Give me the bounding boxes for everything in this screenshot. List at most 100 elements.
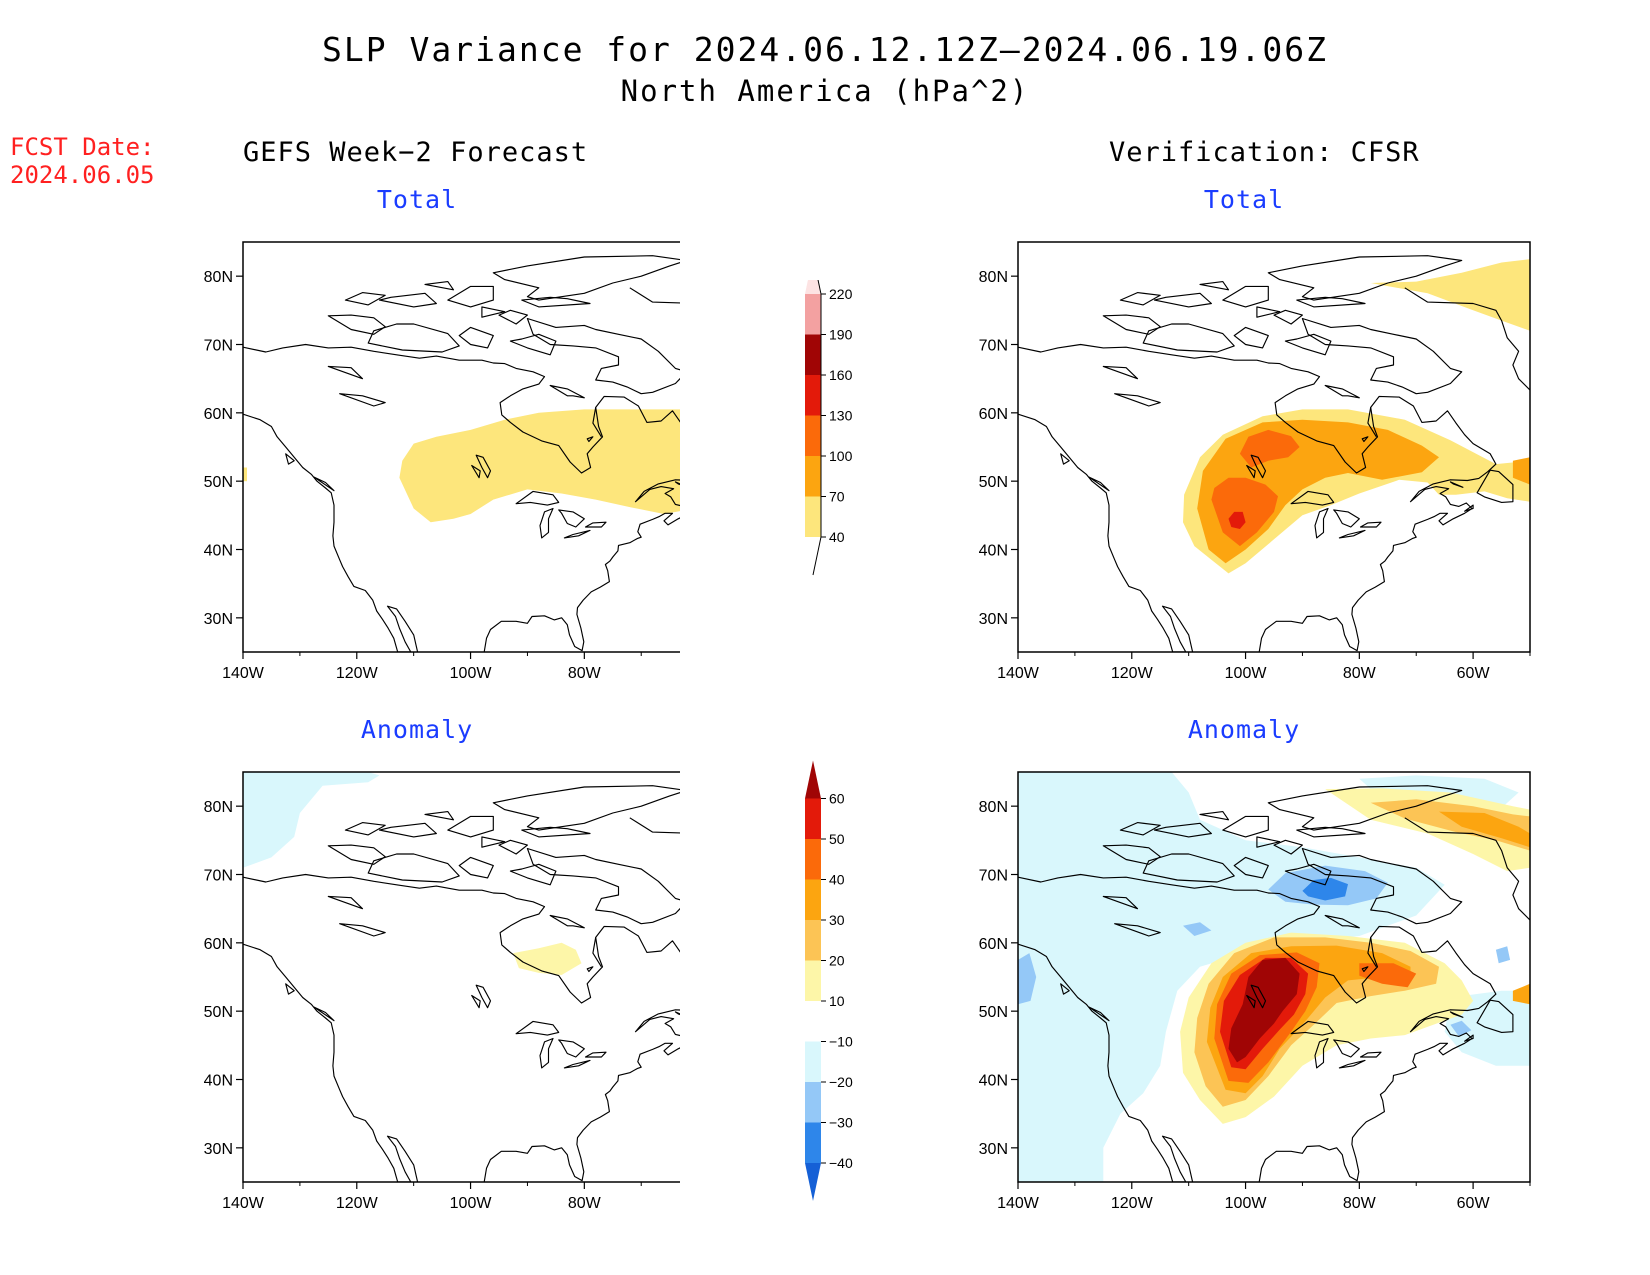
lat-tick-label: 60N [979,936,1008,953]
verification-total-map: 80N 70N 60N 50N 40N 30N 140W 120W 100W 80W 60W [979,241,1531,682]
panel-label-forecast-total: Total [376,185,458,214]
lat-tick-label: 40N [204,543,233,560]
contour-fill-n10 [243,772,380,868]
coastline [243,785,680,1182]
lat-tick-label: 80N [204,799,233,816]
lon-tick-label: 120W [1111,1195,1154,1212]
fcst-date-label: FCST Date: [10,133,155,161]
column-title-verification: Verification: CFSR [1109,137,1420,168]
map-frame [242,771,680,1183]
contour-fill-c100 [1239,429,1300,468]
lat-tick-label: 40N [979,543,1008,560]
contour-fill-n20 [1495,946,1511,964]
colorbar-level-label: 20 [829,953,845,969]
colorbar-level-label: −10 [829,1034,853,1050]
contour-fill-c100 [1211,477,1278,547]
colorbar-level-label: −30 [829,1115,853,1131]
colorbar-level-label: 10 [829,993,845,1009]
column-title-forecast: GEFS Week−2 Forecast [243,137,589,168]
lon-tick-label: 120W [1111,665,1154,682]
colorbar-top-arrow [805,280,821,294]
contour-fill-n20 [1018,953,1037,1005]
map-frame [242,241,680,653]
colorbar-swatch [805,456,821,497]
colorbar-level-label: 130 [829,408,853,424]
lat-tick-label: 70N [979,868,1008,885]
lon-tick-label: 80W [568,665,602,682]
colorbar-swatch [805,334,821,375]
lon-tick-label: 100W [450,665,493,682]
lat-tick-label: 50N [979,1004,1008,1021]
contour-fill-c40 [243,467,247,482]
colorbar-top-arrow [805,760,821,799]
colorbar-level-label: 30 [829,912,845,928]
lon-tick-label: 140W [997,665,1040,682]
main-title: SLP Variance for 2024.06.12.12Z–2024.06.… [322,30,1328,69]
lat-tick-label: 50N [204,474,233,491]
colorbar-swatch [805,415,821,456]
lon-tick-label: 140W [222,1195,265,1212]
contour-fill-a40 [1359,963,1417,988]
lon-tick-label: 100W [1225,1195,1268,1212]
lon-tick-label: 80W [1343,665,1377,682]
lon-tick-label: 60W [1457,1195,1491,1212]
colorbar-bottom-arrow [805,1163,821,1201]
contour-fill-a30 [1439,811,1530,848]
colorbar-swatch [805,960,821,1001]
colorbar-level-label: 40 [829,872,845,888]
colorbar-level-label: 160 [829,367,853,383]
panel-label-verification-total: Total [1203,185,1285,214]
anomaly-colorbar: −40 −30 −20 −10 10 20 30 40 50 60 [805,760,853,1201]
contour-fill-c130 [1228,511,1246,529]
colorbar-level-label: −20 [829,1074,853,1090]
main-subtitle: North America (hPa^2) [620,74,1030,108]
colorbar-swatch [805,1082,821,1123]
lon-tick-label: 100W [450,1195,493,1212]
lat-tick-label: 30N [204,611,233,628]
panel-label-verification-anomaly: Anomaly [1187,715,1301,744]
lat-tick-label: 30N [204,1141,233,1158]
lat-tick-label: 30N [979,611,1008,628]
colorbar-level-label: 190 [829,327,853,343]
lat-tick-label: 80N [979,269,1008,286]
lat-tick-label: 60N [204,936,233,953]
panel-label-forecast-anomaly: Anomaly [360,715,474,744]
colorbar-swatch [805,375,821,416]
colorbar-level-label: 60 [829,791,845,807]
lat-tick-label: 50N [204,1004,233,1021]
map-frame [1017,241,1531,653]
verification-anomaly-map: 80N 70N 60N 50N 40N 30N 140W 120W 100W 80W 60W [979,771,1531,1212]
lon-tick-label: 60W [1457,665,1491,682]
colorbar-level-label: 220 [829,286,853,302]
coastline [1018,785,1530,1182]
contour-fill-a10 [513,942,582,975]
contour-fill-c40 [1370,259,1530,331]
lat-tick-label: 50N [979,474,1008,491]
map-frame [1017,771,1531,1183]
fcst-date-value: 2024.06.05 [10,161,155,189]
contour-fill-c40 [399,409,680,523]
contour-fill-a20 [1370,799,1530,851]
lon-tick-label: 140W [222,665,265,682]
colorbar-swatch [805,496,821,537]
colorbar-swatch [805,839,821,880]
colorbar-swatch [805,1122,821,1163]
contour-fill-c70 [1512,457,1530,485]
colorbar-swatch [805,1041,821,1082]
lat-tick-label: 80N [979,799,1008,816]
colorbar-swatch [805,920,821,961]
lon-tick-label: 80W [1343,1195,1377,1212]
contour-fill-a60 [1228,957,1300,1063]
lon-tick-label: 80W [568,1195,602,1212]
colorbar-level-label: 70 [829,489,845,505]
colorbar-level-label: 40 [829,529,845,545]
colorbar-swatch [805,294,821,335]
contour-fill-n30 [1302,877,1348,901]
lat-tick-label: 70N [979,338,1008,355]
lon-tick-label: 100W [1225,665,1268,682]
colorbar-level-label: 100 [829,448,853,464]
lat-tick-label: 30N [979,1141,1008,1158]
total-colorbar: 40 70 100 130 160 190 220 [805,280,853,576]
lat-tick-label: 40N [204,1073,233,1090]
